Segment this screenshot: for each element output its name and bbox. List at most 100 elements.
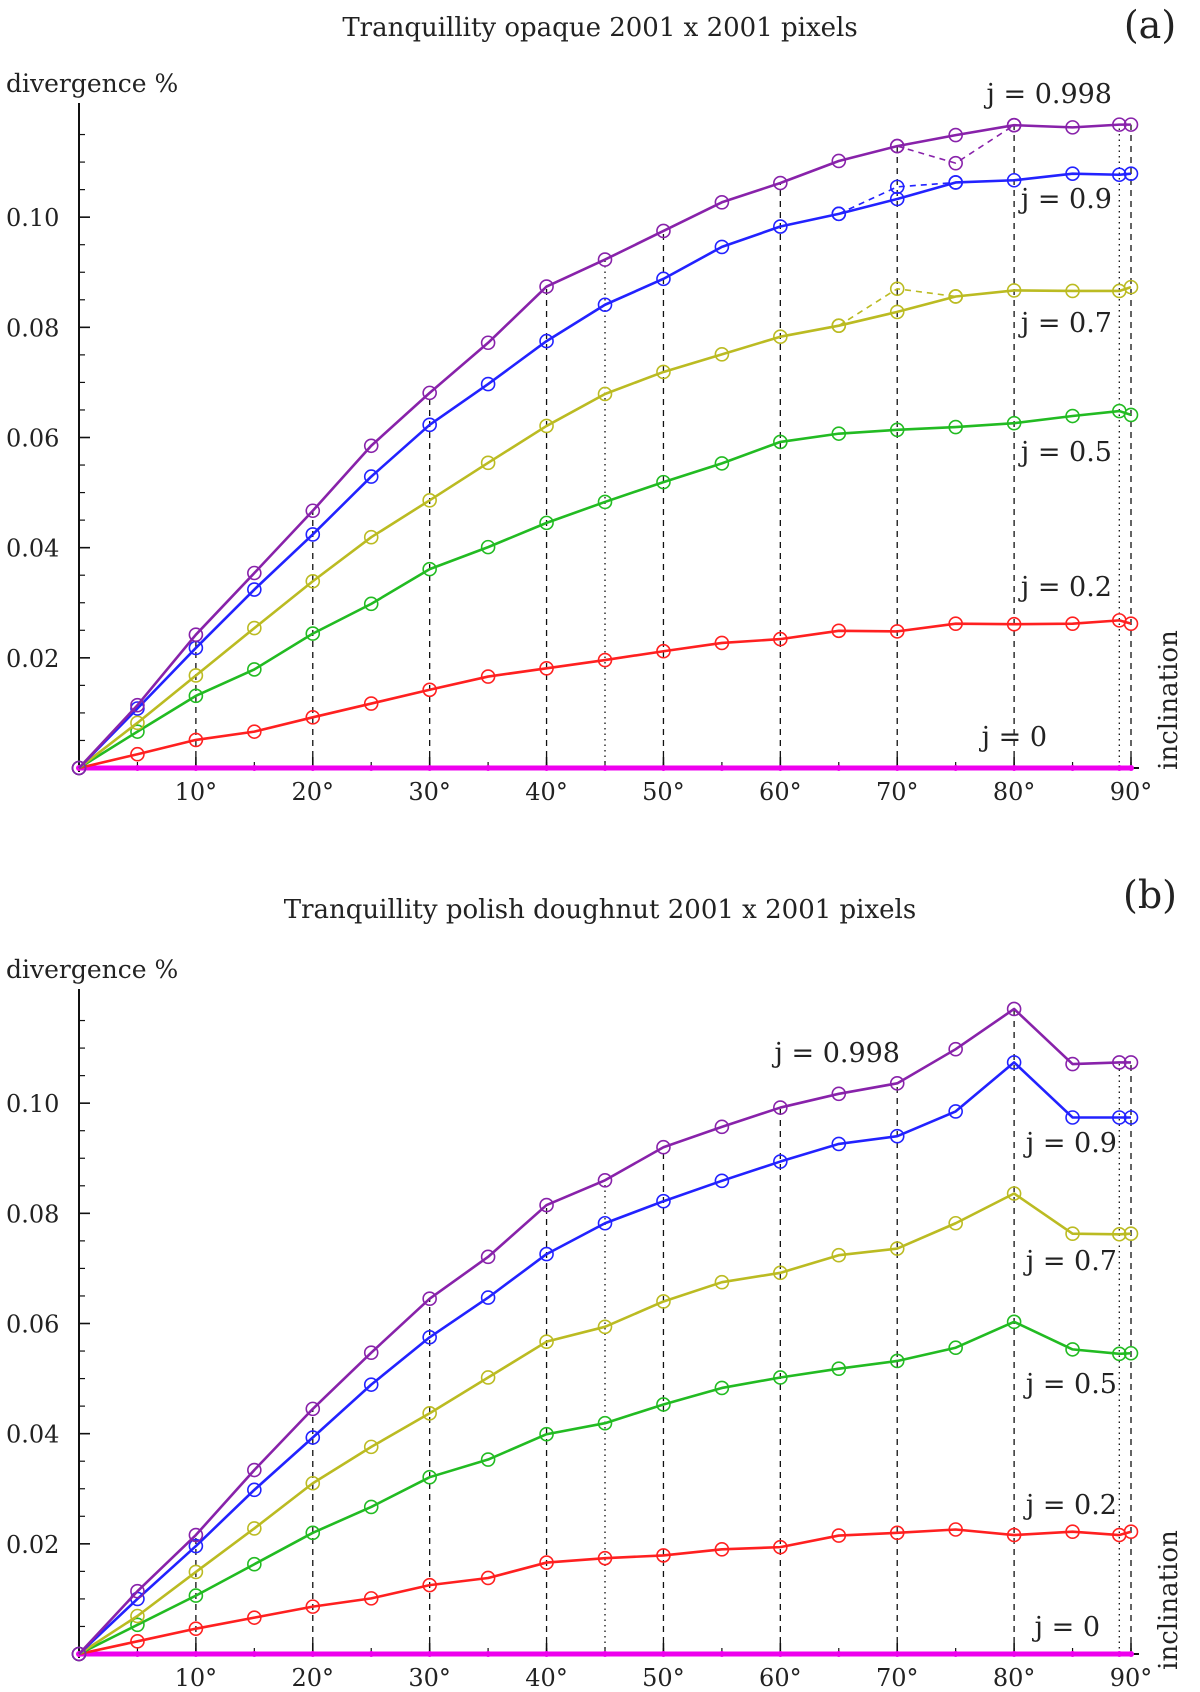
data-point — [1123, 1226, 1139, 1242]
data-point — [188, 1621, 204, 1636]
data-point — [1065, 166, 1080, 181]
x-tick-label: 90° — [1110, 778, 1153, 806]
data-point — [543, 765, 550, 771]
data-point — [192, 765, 199, 771]
series-line — [78, 1192, 1132, 1656]
data-point — [889, 1525, 905, 1541]
data-point — [831, 1086, 847, 1102]
series-label: j = 0.5 — [1023, 1369, 1117, 1400]
data-point — [952, 765, 959, 771]
data-point — [831, 153, 847, 169]
data-point — [480, 1370, 496, 1385]
data-point — [480, 1290, 496, 1305]
data-point — [426, 1651, 433, 1657]
data-point — [305, 527, 321, 542]
data-point — [251, 765, 258, 771]
data-point — [948, 1522, 963, 1537]
data-point — [71, 760, 87, 776]
y-tick-label: 0.06 — [6, 425, 59, 453]
data-point — [602, 1651, 608, 1657]
data-point — [363, 438, 379, 454]
data-point — [485, 1651, 492, 1657]
data-point — [305, 1599, 321, 1614]
series-line — [78, 123, 1131, 769]
data-point — [948, 1215, 963, 1231]
data-point — [539, 515, 554, 531]
panel-tag: (b) — [1123, 873, 1177, 917]
data-point — [773, 1154, 788, 1169]
chart-title: Tranquillity polish doughnut 2001 x 2001… — [284, 895, 916, 925]
series-label: j = 0.7 — [1018, 308, 1112, 339]
data-point — [948, 155, 963, 171]
data-point — [597, 297, 613, 313]
data-point — [188, 688, 204, 704]
data-point — [889, 191, 905, 207]
data-point — [305, 1475, 321, 1491]
series-line — [78, 1528, 1132, 1656]
data-point — [422, 1577, 437, 1593]
x-axis-label: inclination — [1154, 630, 1184, 770]
data-point — [1069, 1651, 1076, 1657]
data-point — [247, 1556, 262, 1572]
data-point — [188, 732, 204, 748]
data-point — [1006, 1186, 1022, 1201]
data-point — [422, 417, 437, 433]
data-point — [422, 1469, 437, 1485]
data-point — [247, 1521, 262, 1536]
data-point — [422, 1329, 437, 1345]
data-point — [130, 697, 145, 713]
data-point — [363, 696, 379, 711]
data-point — [597, 1319, 613, 1335]
data-point — [130, 1608, 145, 1624]
data-point — [1123, 279, 1139, 295]
data-point — [948, 127, 963, 143]
data-point — [660, 1651, 667, 1657]
data-point — [831, 1247, 847, 1263]
data-point — [539, 1555, 554, 1570]
data-point — [130, 724, 145, 739]
data-point — [656, 1294, 671, 1309]
x-tick-label: 60° — [759, 1664, 802, 1692]
y-tick-label: 0.10 — [6, 204, 59, 232]
data-point — [363, 1345, 379, 1360]
series-label: j = 0.998 — [772, 1038, 900, 1069]
data-point — [480, 335, 496, 351]
data-point — [831, 1136, 847, 1152]
data-point — [71, 1646, 87, 1662]
data-point — [773, 175, 788, 191]
data-point — [247, 620, 262, 636]
data-point — [597, 1415, 613, 1431]
data-point — [1128, 1651, 1134, 1657]
data-point — [247, 565, 262, 581]
data-point — [714, 239, 730, 255]
data-point — [714, 1542, 730, 1557]
data-point — [718, 765, 725, 771]
data-point — [1006, 616, 1022, 632]
data-point — [247, 1610, 262, 1625]
data-point — [130, 715, 145, 731]
data-point — [363, 1591, 379, 1606]
series-line — [78, 285, 1132, 770]
data-point — [247, 724, 262, 739]
data-point — [247, 1482, 262, 1498]
series-line — [78, 409, 1132, 770]
data-point — [831, 318, 847, 333]
x-tick-label: 20° — [292, 1664, 335, 1692]
data-point — [597, 1172, 613, 1188]
x-tick-label: 10° — [175, 1664, 218, 1692]
x-tick-label: 40° — [525, 1664, 568, 1692]
data-point — [305, 1401, 321, 1417]
data-point — [539, 1197, 554, 1213]
data-point — [773, 631, 788, 647]
data-point — [422, 492, 437, 508]
data-point — [597, 252, 613, 267]
data-point — [718, 1651, 725, 1657]
data-point — [714, 1173, 730, 1189]
data-point — [1112, 1055, 1127, 1070]
data-point — [835, 1651, 842, 1657]
y-axis-label: divergence % — [6, 955, 178, 984]
data-point — [539, 418, 554, 434]
series-alt-branch — [838, 287, 956, 327]
data-point — [1065, 1342, 1080, 1357]
data-point — [656, 474, 671, 490]
